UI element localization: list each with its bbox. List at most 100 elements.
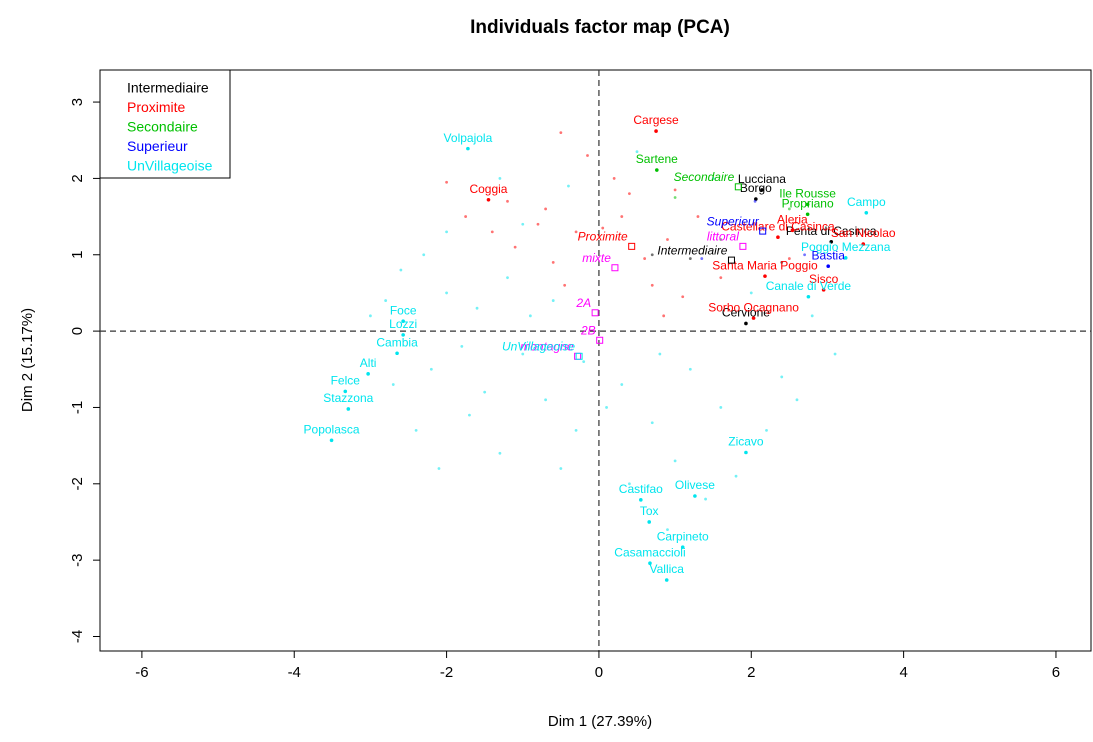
point: [790, 228, 795, 233]
supplementary-point: [574, 352, 582, 360]
x-tick-label: 4: [899, 664, 907, 681]
point-label: Castifao: [619, 482, 663, 496]
x-tick-label: 6: [1052, 664, 1060, 681]
point-label: Campo: [847, 195, 886, 209]
point: [536, 222, 540, 226]
supplementary-point: [575, 352, 583, 360]
point-label: Tox: [640, 504, 659, 518]
point: [780, 260, 784, 264]
point-label: Carpineto: [657, 529, 709, 543]
point: [734, 474, 738, 478]
point: [658, 352, 662, 356]
point: [559, 467, 563, 470]
point: [567, 184, 570, 188]
point: [806, 294, 811, 299]
point-label: Propriano: [782, 196, 834, 210]
point: [787, 257, 791, 260]
point: [391, 383, 395, 386]
point: [751, 316, 756, 320]
y-tick-label: 3: [69, 98, 86, 106]
y-axis-label: Dim 2 (15.17%): [19, 308, 36, 412]
point: [787, 207, 791, 211]
point: [627, 192, 631, 196]
x-tick-label: 0: [595, 664, 603, 681]
point-label: Foce: [390, 303, 417, 317]
point: [586, 154, 589, 157]
point: [369, 314, 372, 318]
point: [551, 260, 555, 264]
point: [650, 283, 654, 287]
point: [460, 344, 464, 348]
point-label: Felce: [331, 374, 361, 388]
point: [647, 520, 652, 524]
point: [662, 314, 666, 318]
point-label: San Nicolao: [831, 226, 896, 240]
point: [620, 215, 624, 218]
point: [521, 222, 525, 226]
point: [664, 578, 669, 582]
point: [422, 253, 426, 257]
point: [521, 352, 525, 356]
y-tick-label: 1: [69, 251, 86, 259]
point: [399, 268, 403, 272]
point: [528, 314, 532, 318]
point: [329, 438, 334, 443]
point: [643, 257, 647, 260]
supplementary-label: UnVillageoise: [502, 339, 575, 353]
supplementary-label: Secondaire: [674, 170, 735, 184]
point: [688, 257, 692, 260]
point: [445, 230, 448, 234]
point-label: Poggio Mezzana: [801, 240, 891, 254]
supplementary-label: montagne: [520, 339, 574, 353]
point: [490, 230, 494, 234]
point: [650, 253, 654, 257]
supplementary-point: [611, 264, 619, 272]
point: [366, 372, 370, 376]
legend-entry: Secondaire: [127, 119, 198, 135]
point: [760, 188, 764, 192]
point: [401, 319, 405, 323]
point: [693, 494, 697, 498]
point: [612, 177, 616, 180]
y-tick-label: -1: [69, 401, 86, 414]
x-axis-label: Dim 1 (27.39%): [548, 713, 652, 730]
point: [627, 482, 631, 486]
point-label: Alti: [360, 356, 377, 370]
point: [805, 212, 810, 217]
point: [475, 306, 479, 310]
point: [648, 561, 652, 566]
point: [763, 274, 767, 278]
point: [666, 528, 669, 532]
point-label: Lucciana: [738, 172, 786, 186]
supplementary-label: 2A: [575, 296, 591, 310]
point: [843, 256, 848, 260]
x-tick-label: 2: [747, 664, 755, 681]
point: [544, 398, 548, 402]
point: [829, 239, 834, 244]
point: [655, 168, 659, 172]
point: [635, 150, 639, 154]
point: [437, 467, 441, 470]
point: [810, 314, 814, 318]
point: [673, 459, 677, 463]
point: [826, 264, 831, 269]
point: [639, 498, 643, 502]
point-label: Volpajola: [444, 131, 493, 145]
x-tick-label: -4: [288, 664, 301, 681]
point: [486, 197, 491, 202]
x-tick-label: -6: [135, 664, 148, 681]
point: [605, 406, 608, 409]
point: [704, 497, 707, 501]
point: [445, 180, 448, 184]
point: [343, 389, 348, 394]
point: [765, 428, 768, 432]
point: [506, 276, 509, 280]
point: [673, 188, 677, 192]
point-label: Borgo: [740, 181, 772, 195]
supplementary-point: [734, 183, 742, 191]
point: [650, 421, 654, 425]
point-label: Lozzi: [389, 317, 417, 331]
plot-frame: [99, 69, 1092, 652]
point-label: Zicavo: [728, 435, 764, 449]
